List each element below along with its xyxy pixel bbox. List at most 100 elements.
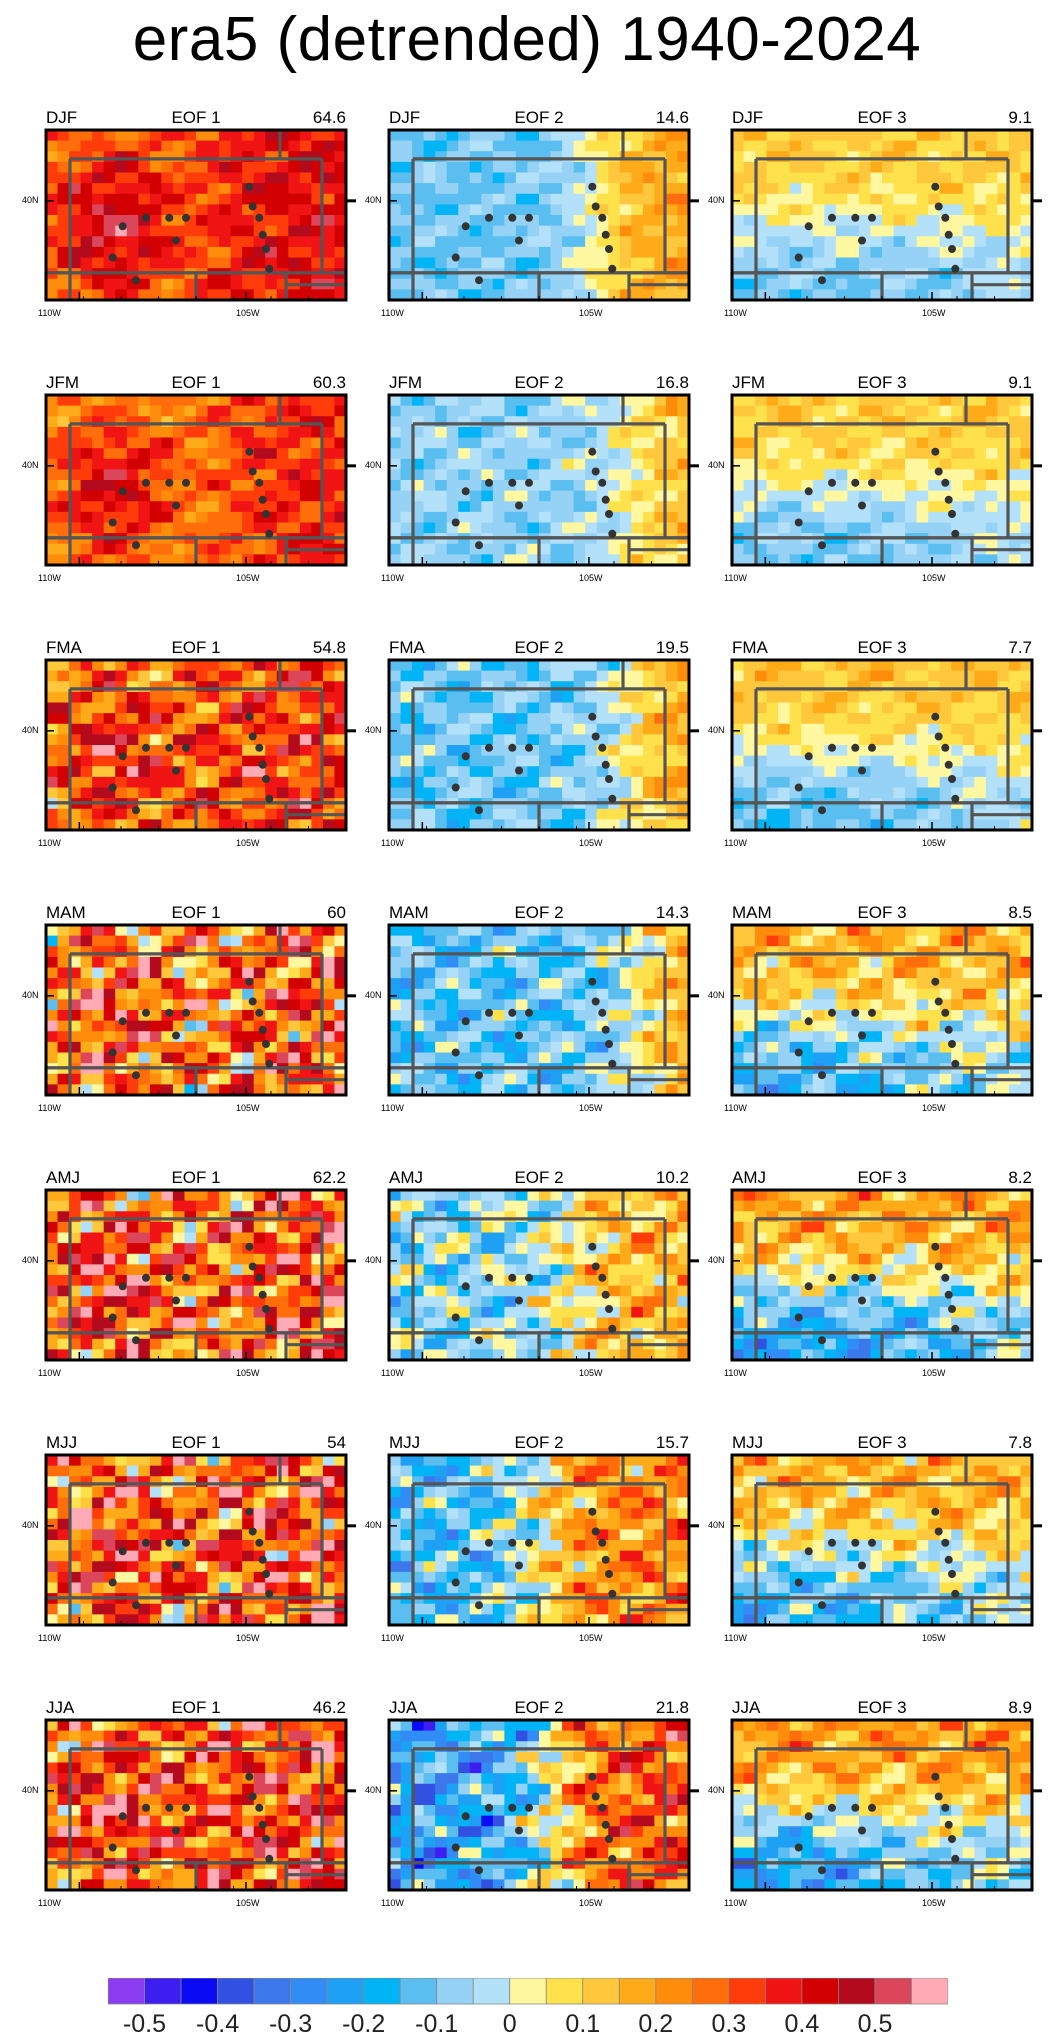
field-cell (1008, 554, 1022, 566)
field-cell (492, 246, 505, 259)
field-cell (928, 787, 941, 799)
field-cell (801, 670, 814, 682)
field-cell (276, 1073, 289, 1085)
field-cell (207, 151, 220, 163)
field-cell (412, 246, 425, 259)
field-cell (596, 660, 609, 672)
field-cell (469, 723, 482, 735)
field-cell (103, 236, 116, 248)
field-cell (562, 681, 575, 693)
field-cell (311, 1020, 324, 1032)
field-cell (57, 458, 70, 470)
field-cell (527, 140, 540, 152)
field-cell (492, 1010, 505, 1022)
field-cell (446, 204, 459, 216)
field-cell (585, 1031, 598, 1043)
field-cell (515, 713, 529, 725)
field-cell (46, 490, 59, 502)
field-cell (126, 967, 139, 979)
field-cell (288, 1031, 301, 1043)
field-cell (527, 161, 540, 174)
field-cell (126, 426, 139, 439)
field-cell (172, 988, 186, 1000)
field-cell (562, 437, 575, 449)
field-cell (585, 1041, 598, 1054)
field-cell (389, 172, 402, 184)
field-cell (184, 225, 197, 237)
field-cell (389, 681, 402, 693)
field-cell (299, 204, 312, 216)
field-cell (562, 660, 575, 672)
field-cell (253, 925, 266, 937)
field-cell (642, 246, 655, 259)
field-cell (265, 225, 278, 237)
field-cell (985, 755, 998, 767)
field-cell (126, 1052, 139, 1064)
field-cell (389, 978, 402, 990)
field-cell (458, 988, 471, 1000)
field-cell (631, 755, 644, 767)
field-cell (276, 501, 289, 513)
field-cell (196, 978, 209, 990)
field-cell (1008, 755, 1022, 767)
field-cell (400, 225, 413, 237)
field-cell (57, 1020, 70, 1032)
field-cell (458, 670, 471, 682)
station-point (605, 775, 613, 783)
field-cell (80, 1041, 93, 1054)
field-cell (435, 289, 448, 301)
field-cell (469, 395, 482, 407)
field-cell (253, 1073, 266, 1085)
field-cell (412, 1010, 425, 1022)
field-cell (789, 511, 802, 524)
field-cell (766, 660, 779, 672)
field-cell (92, 490, 105, 502)
field-cell (755, 405, 768, 417)
field-cell (138, 278, 151, 290)
field-cell (138, 236, 151, 248)
field-cell (743, 480, 756, 492)
field-cell (974, 776, 987, 789)
field-cell (92, 935, 105, 947)
field-cell (962, 416, 975, 428)
field-cell (812, 289, 825, 301)
field-cell (916, 723, 929, 735)
field-cell (138, 681, 151, 693)
field-cell (654, 151, 667, 163)
field-cell (126, 766, 139, 778)
field-cell (276, 395, 289, 407)
field-cell (858, 289, 872, 301)
field-cell (219, 1073, 232, 1085)
field-cell (458, 956, 471, 969)
field-cell (527, 289, 540, 301)
field-cell (126, 257, 139, 269)
field-cell (515, 395, 529, 407)
field-cell (504, 925, 517, 937)
field-cell (196, 723, 209, 735)
field-cell (766, 543, 779, 555)
field-cell (126, 278, 139, 290)
field-cell (435, 745, 448, 757)
field-cell (423, 405, 436, 417)
field-cell (242, 670, 255, 682)
field-cell (103, 988, 116, 1000)
field-cell (732, 819, 745, 831)
field-cell (481, 236, 494, 248)
field-cell (573, 543, 586, 555)
field-cell (562, 734, 575, 746)
field-cell (732, 161, 745, 174)
field-cell (778, 490, 791, 502)
field-cell (585, 437, 598, 449)
field-cell (596, 246, 609, 259)
field-cell (835, 416, 848, 428)
field-cell (57, 140, 70, 152)
field-cell (469, 988, 482, 1000)
field-cell (997, 183, 1010, 195)
field-cell (677, 416, 690, 428)
field-cell (665, 215, 679, 227)
field-cell (138, 130, 151, 142)
panel-eof-label: EOF 3 (857, 108, 907, 127)
field-cell (253, 755, 266, 767)
station-point (601, 760, 610, 769)
field-cell (1020, 819, 1033, 831)
